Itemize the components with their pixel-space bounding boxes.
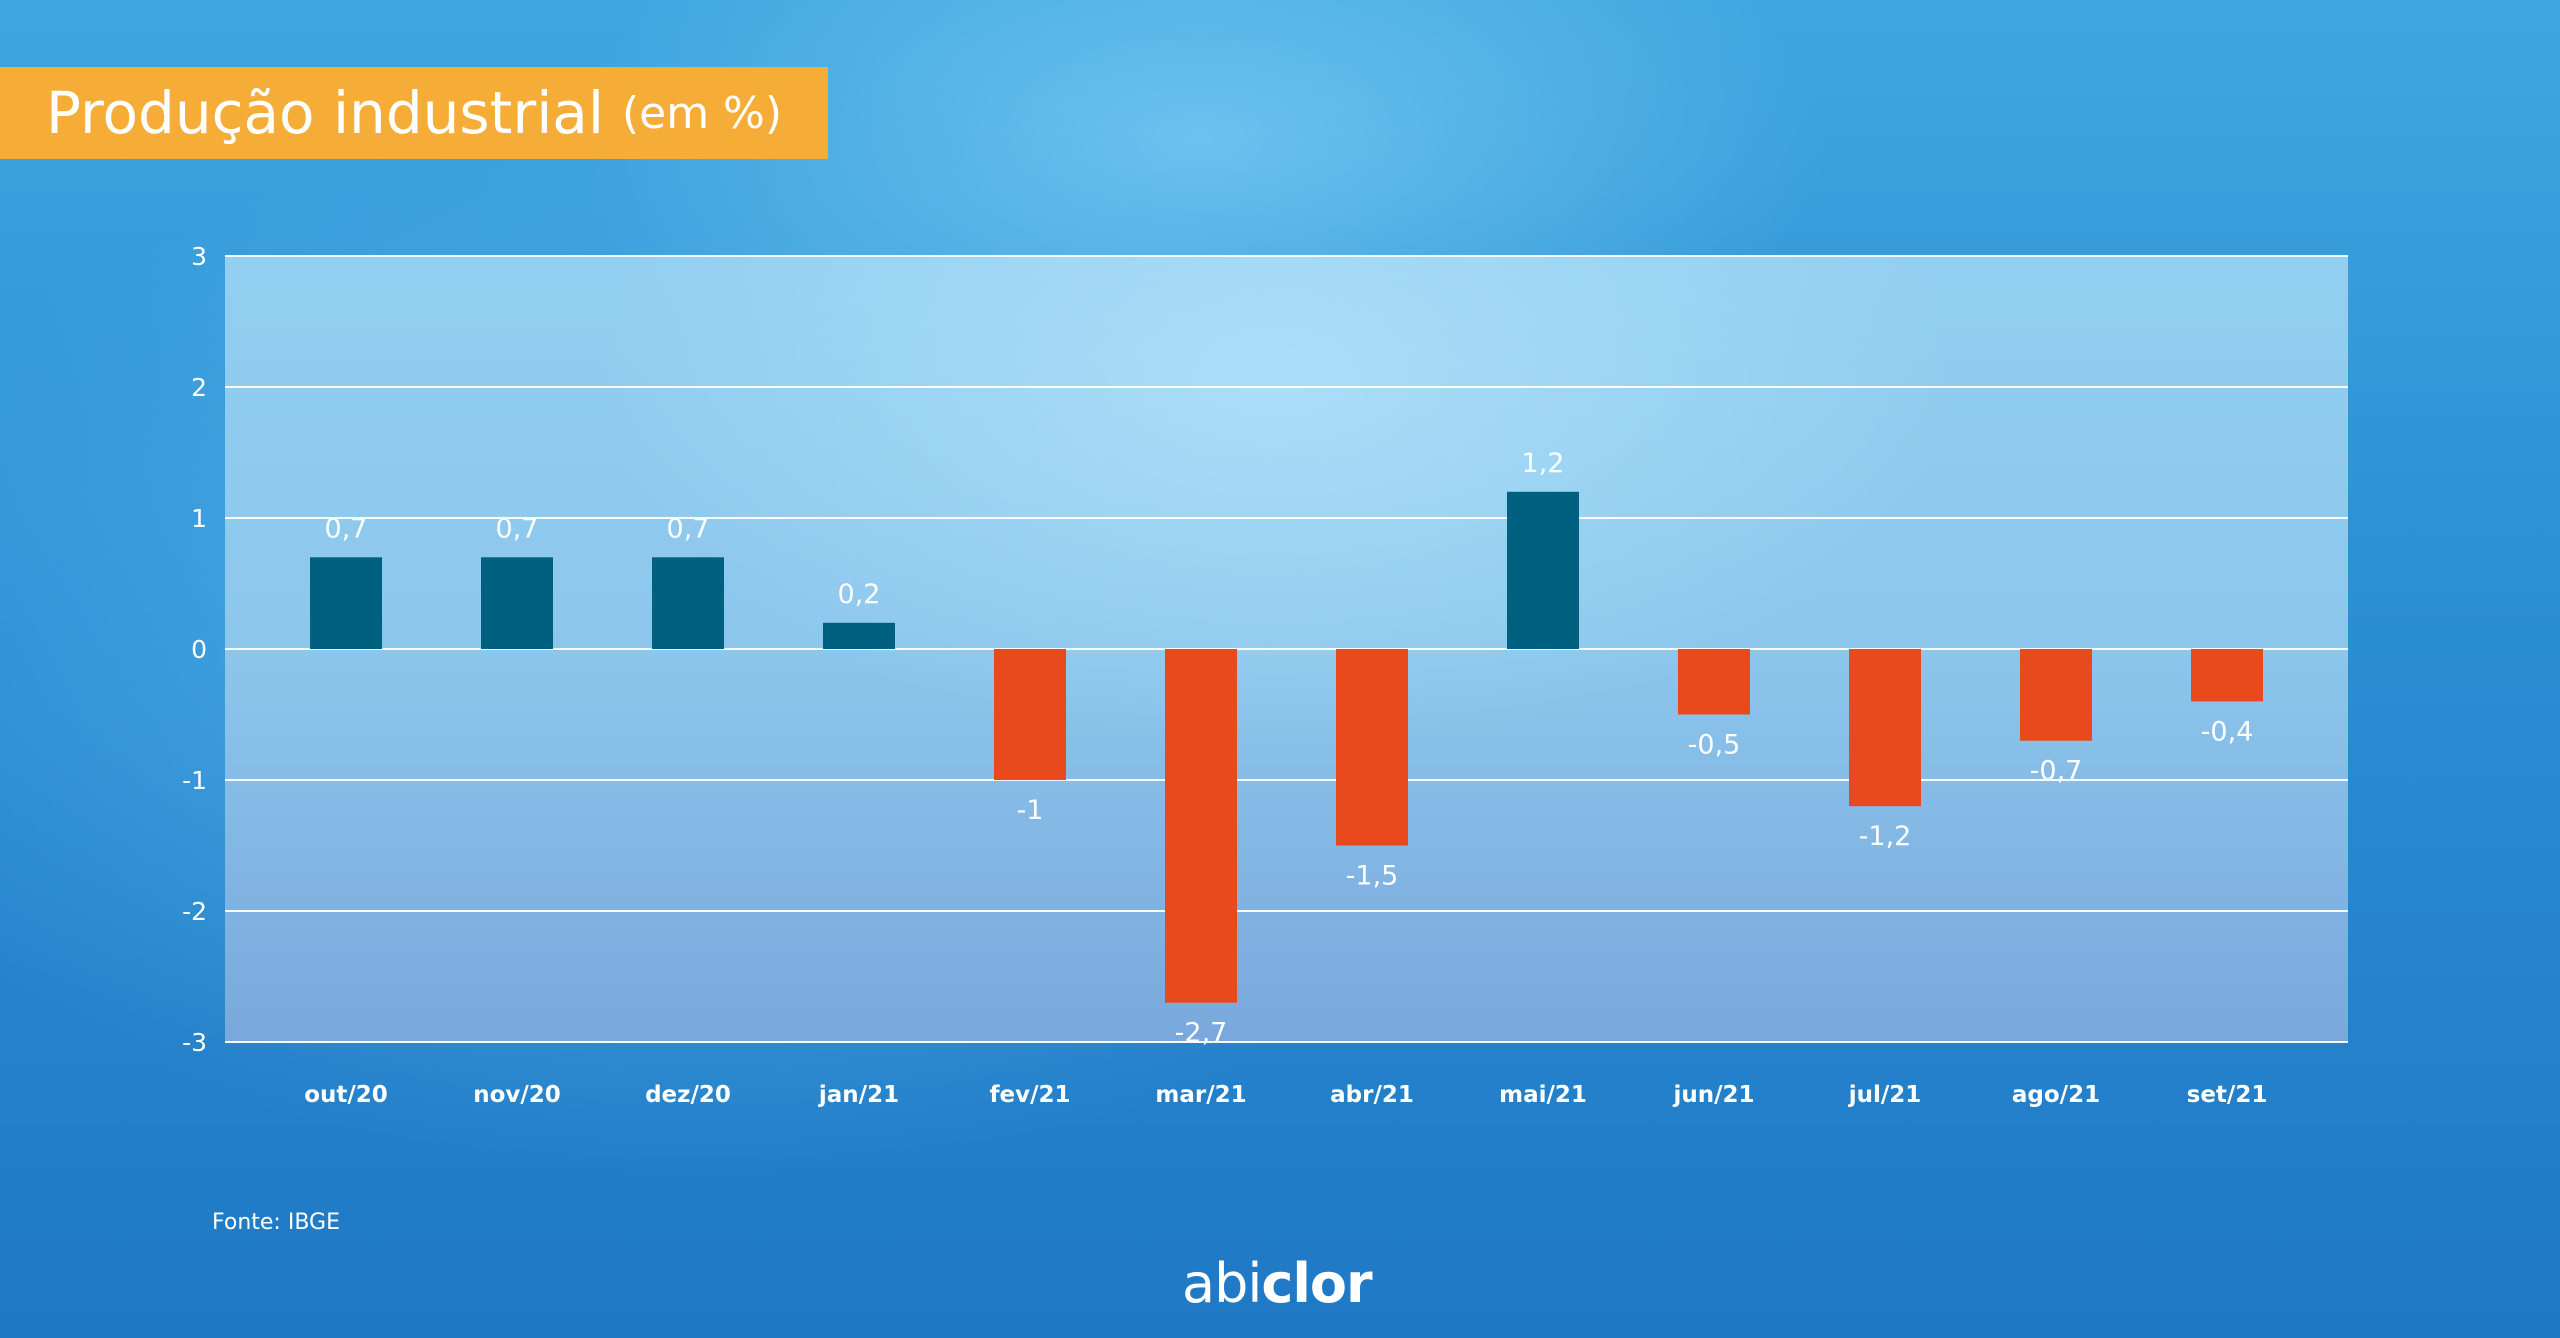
x-tick-label: set/21 — [2187, 1082, 2268, 1108]
x-tick-label: jan/21 — [818, 1082, 899, 1108]
data-label: -0,5 — [1688, 730, 1741, 761]
data-label: -1,5 — [1346, 861, 1399, 892]
y-tick-label: 3 — [191, 242, 207, 271]
data-label: 0,7 — [325, 513, 368, 544]
x-tick-label: nov/20 — [473, 1082, 561, 1108]
x-tick-label: mai/21 — [1499, 1082, 1587, 1108]
bar — [2191, 649, 2263, 702]
x-tick-label: jun/21 — [1672, 1082, 1754, 1108]
chart-unit: (em %) — [621, 87, 783, 139]
bar — [310, 557, 382, 649]
x-tick-label: fev/21 — [989, 1082, 1070, 1108]
logo-part-abi: abi — [1182, 1252, 1262, 1315]
x-tick-label: ago/21 — [2012, 1082, 2100, 1108]
x-tick-label: dez/20 — [645, 1082, 731, 1108]
bar — [2020, 649, 2092, 741]
x-tick-label: mar/21 — [1155, 1082, 1246, 1108]
x-tick-label: jul/21 — [1848, 1082, 1922, 1108]
title-banner: Produção industrial (em %) — [0, 67, 828, 159]
bar — [1507, 491, 1579, 649]
bar — [481, 557, 553, 649]
y-tick-label: -3 — [182, 1028, 207, 1057]
data-label: -1,2 — [1859, 821, 1912, 852]
y-tick-label: 1 — [191, 504, 207, 533]
data-label: 0,2 — [838, 579, 881, 610]
bar — [1336, 649, 1408, 846]
data-label: -0,7 — [2030, 756, 2083, 787]
bar — [823, 622, 895, 649]
chart-title: Produção industrial — [46, 79, 604, 147]
bar — [994, 649, 1066, 780]
y-tick-label: 0 — [191, 635, 207, 664]
logo-part-clor: clor — [1261, 1252, 1372, 1315]
data-label: 0,7 — [496, 513, 539, 544]
data-label: -1 — [1017, 795, 1044, 826]
bar — [1165, 649, 1237, 1003]
source-note: Fonte: IBGE — [212, 1210, 340, 1235]
x-tick-label: abr/21 — [1330, 1082, 1414, 1108]
y-tick-label: -2 — [182, 897, 207, 926]
x-tick-label: out/20 — [304, 1082, 388, 1108]
bar — [652, 557, 724, 649]
abiclor-logo: abiclor — [1182, 1252, 1373, 1315]
y-tick-label: -1 — [182, 766, 207, 795]
data-label: -2,7 — [1175, 1018, 1228, 1049]
bar — [1678, 649, 1750, 715]
y-tick-label: 2 — [191, 373, 207, 402]
data-label: 1,2 — [1522, 448, 1565, 479]
bar — [1849, 649, 1921, 807]
data-label: -0,4 — [2201, 716, 2254, 747]
bar-chart: 3 2 1 0 -1 -2 -3 0,7 out/20 0,7 nov/20 0,7 dez/20 0,2… — [182, 242, 2268, 1108]
data-label: 0,7 — [667, 513, 710, 544]
